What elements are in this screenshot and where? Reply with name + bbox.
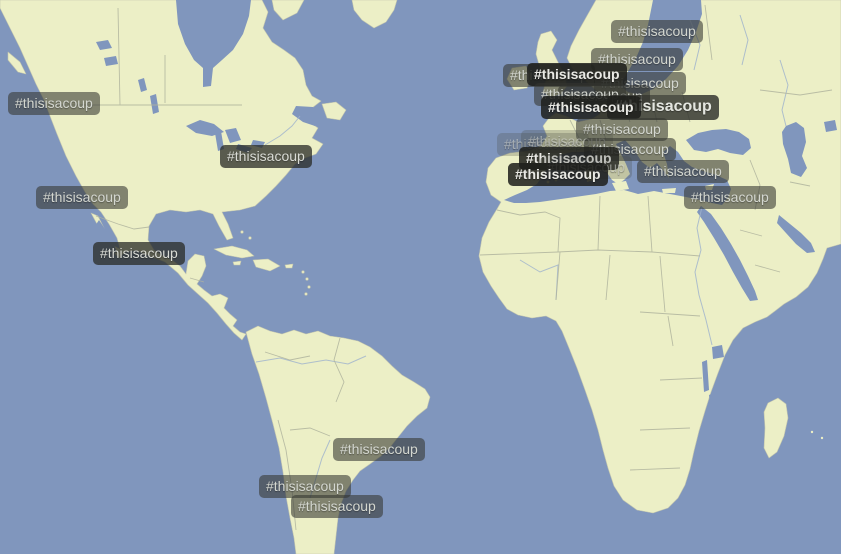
water-lake-victoria [712,345,724,359]
label-mexico[interactable]: #thisisacoup [93,242,185,265]
water-hudson-bay [176,0,251,87]
border-north-africa-2 [597,195,601,251]
water-lake-winnipeg [150,94,159,114]
landmass-newfoundland [321,101,347,121]
label-brazil[interactable]: #thisisacoup [333,438,425,461]
river-volga [779,59,789,127]
label-cluster-8[interactable]: #thisisacoup [576,118,668,141]
label-italy[interactable]: #thisisacoup [637,160,729,183]
landmass-jamaica [232,260,242,266]
water-lake-tanganyika [702,360,709,392]
border-iran-iraq [739,181,811,237]
border-southern-africa-1 [659,377,703,381]
water-black-sea [686,129,751,155]
water-lake-huron [225,128,241,143]
border-sahel [479,249,701,257]
landmass-puerto-rico [284,263,294,269]
water-great-slave-lake [96,40,112,50]
border-south-america-1 [333,337,345,403]
border-kazakhstan [759,89,833,96]
border-central-america [189,277,205,283]
water-lake-malawi [709,393,717,422]
border-south-america-2 [264,351,311,361]
landmass-baffin-island [271,0,305,21]
landmass-antilles [307,285,311,289]
landmass-antilles [304,292,308,296]
water-red-sea [697,206,758,301]
label-argentina-1[interactable]: #thisisacoup [259,475,351,498]
border-sudan-chad [659,255,666,313]
landmass-cuba [213,245,255,259]
border-canada-provinces [117,7,166,106]
border-north-africa-3 [647,195,653,253]
water-great-bear-lake [104,56,118,66]
border-southern-africa-3 [629,467,681,471]
border-us-mexico [95,215,150,230]
label-us-east[interactable]: #thisisacoup [220,145,312,168]
river-nile [694,206,713,346]
border-southern-africa-2 [639,427,691,431]
border-south-america-3 [289,427,331,437]
label-cluster-14[interactable]: #thisisacoup [508,163,608,186]
border-central-africa [639,311,701,317]
landmass-antilles [301,270,305,274]
water-canadian-lake [138,78,147,92]
landmass-bahamas [240,230,244,234]
water-caspian-sea [782,122,807,177]
water-aral-sea [824,120,837,132]
landmass-north-america [0,0,324,341]
label-cluster-7[interactable]: #thisisacoup [541,96,641,119]
border-finland-russia [704,4,713,61]
landmass-bahamas [248,236,252,240]
landmass-antilles [305,277,309,281]
river-amazon [255,355,367,365]
label-us-west[interactable]: #thisisacoup [36,186,128,209]
label-pacific-nw[interactable]: #thisisacoup [8,92,100,115]
water-persian-gulf [777,215,815,253]
water-lake-superior [186,120,224,136]
river-st-lawrence [264,115,301,146]
label-cluster-3[interactable]: #thisisacoup [527,63,627,86]
water-gulf-st-lawrence [292,106,322,126]
landmass-seychelles [810,430,814,434]
border-west-africa [555,251,611,301]
landmass-seychelles [820,436,824,440]
landmass-sicily [612,181,629,191]
landmass-greenland [351,0,398,29]
label-argentina-2[interactable]: #thisisacoup [291,495,383,518]
landmass-vancouver-island [7,51,27,75]
border-arabia [754,264,781,273]
label-scandinavia[interactable]: #thisisacoup [611,20,703,43]
landmass-madagascar [763,397,789,459]
border-east-africa [667,315,674,347]
border-north-africa-1 [496,209,561,253]
landmass-crete [662,188,676,193]
landmass-hispaniola [252,258,281,272]
label-middle-east[interactable]: #thisisacoup [684,186,776,209]
river-niger [519,259,559,301]
river-ob [739,14,749,66]
